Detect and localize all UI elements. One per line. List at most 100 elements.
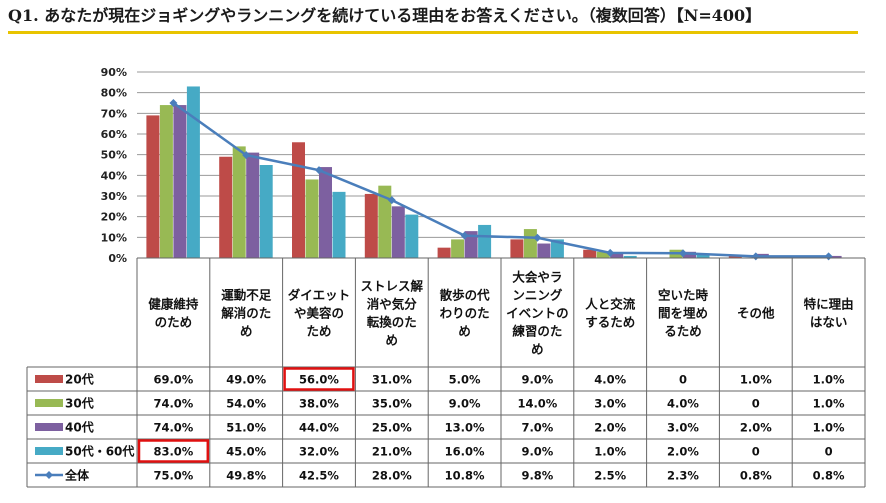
table-cell: 0 <box>752 445 760 459</box>
category-label: はない <box>810 315 848 330</box>
bar <box>683 251 696 258</box>
table-cell: 0 <box>679 373 687 387</box>
table-cell: 1.0% <box>594 445 626 459</box>
category-label: 練習のた <box>512 324 562 339</box>
table-cell: 13.0% <box>445 421 485 435</box>
category-label: め <box>386 333 399 348</box>
y-tick-label: 10% <box>101 231 127 244</box>
bar <box>478 224 492 258</box>
bar <box>523 229 537 258</box>
table-cell: 1.0% <box>813 421 845 435</box>
line-marker <box>242 151 251 160</box>
y-tick-label: 80% <box>101 87 127 100</box>
series-label: 40代 <box>65 420 94 435</box>
category-label: 解消のた <box>221 306 271 321</box>
y-tick-label: 50% <box>101 149 127 162</box>
category-label: その他 <box>737 306 775 321</box>
category-label: るため <box>664 324 702 339</box>
table-cell: 16.0% <box>445 445 485 459</box>
table-cell: 49.0% <box>226 373 266 387</box>
series-label: 30代 <box>65 396 94 411</box>
bar <box>146 115 160 259</box>
table-cell: 4.0% <box>667 397 699 411</box>
bar <box>319 167 332 258</box>
category-label: や美容の <box>294 306 344 321</box>
table-cell: 74.0% <box>153 421 193 435</box>
bar <box>332 191 346 258</box>
legend-swatch <box>35 375 63 383</box>
y-tick-label: 30% <box>101 190 127 203</box>
table-cell: 0 <box>825 445 833 459</box>
chart-title: Q1. あなたが現在ジョギングやランニングを続けている理由をお答えください。（複… <box>8 4 858 34</box>
table-cell: 32.0% <box>299 445 339 459</box>
category-label: ダイエット <box>288 288 350 303</box>
bar <box>305 179 319 258</box>
table-cell: 3.0% <box>594 397 626 411</box>
table-cell: 1.0% <box>740 373 772 387</box>
category-label: め <box>458 324 471 339</box>
line-marker <box>315 166 323 175</box>
table-cell: 7.0% <box>521 421 553 435</box>
line-marker <box>751 252 760 261</box>
table-cell: 10.8% <box>445 469 485 483</box>
table-cell: 45.0% <box>226 445 266 459</box>
table-cell: 83.0% <box>153 445 193 459</box>
line-marker <box>460 231 469 240</box>
y-tick-label: 40% <box>101 169 127 182</box>
table-cell: 2.3% <box>667 469 699 483</box>
table-cell: 0.8% <box>740 469 772 483</box>
table-cell: 74.0% <box>153 397 193 411</box>
category-label: 人と交流 <box>585 297 636 312</box>
category-label: のため <box>155 315 193 330</box>
bar <box>696 253 710 258</box>
legend-swatch <box>35 399 63 407</box>
table-cell: 2.0% <box>667 445 699 459</box>
bar <box>610 253 624 258</box>
y-tick-label: 70% <box>101 107 127 120</box>
table-cell: 9.8% <box>521 469 553 483</box>
y-tick-label: 60% <box>101 128 127 141</box>
y-tick-label: 0% <box>108 252 127 265</box>
category-label: 健康維持 <box>148 297 199 312</box>
table-cell: 14.0% <box>517 397 557 411</box>
bar <box>596 251 610 258</box>
bar <box>405 214 419 258</box>
legend-marker-key <box>45 471 53 479</box>
bar <box>623 255 637 258</box>
bar <box>451 239 465 258</box>
category-label: 間を埋め <box>658 306 708 321</box>
table-cell: 0 <box>752 397 760 411</box>
table-cell: 0.8% <box>813 469 845 483</box>
legend-swatch <box>35 447 63 455</box>
bar <box>219 156 233 258</box>
bar <box>464 231 478 258</box>
line-marker <box>533 233 542 242</box>
legend-swatch <box>35 423 63 431</box>
bar <box>391 206 405 258</box>
table-cell: 31.0% <box>372 373 412 387</box>
bar <box>186 86 200 258</box>
table-cell: 4.0% <box>594 373 626 387</box>
category-label: 空いた時 <box>658 288 709 303</box>
bar <box>437 247 451 258</box>
line-marker <box>387 196 396 205</box>
category-label: 転換のた <box>367 315 417 330</box>
category-label: ンニング <box>512 288 563 303</box>
category-label: ストレス解 <box>361 279 424 294</box>
bar <box>378 185 392 258</box>
table-cell: 54.0% <box>226 397 266 411</box>
bar <box>510 239 524 258</box>
bar <box>246 152 260 258</box>
table-cell: 2.0% <box>594 421 626 435</box>
bar <box>583 249 597 258</box>
series-label: 20代 <box>65 372 94 387</box>
table-cell: 3.0% <box>667 421 699 435</box>
table-cell: 51.0% <box>226 421 266 435</box>
table-cell: 49.8% <box>226 469 266 483</box>
bar <box>364 193 378 258</box>
y-tick-label: 90% <box>101 66 127 79</box>
category-label: ため <box>306 324 331 339</box>
category-label: するため <box>585 315 635 330</box>
series-label: 50代・60代 <box>65 444 134 459</box>
